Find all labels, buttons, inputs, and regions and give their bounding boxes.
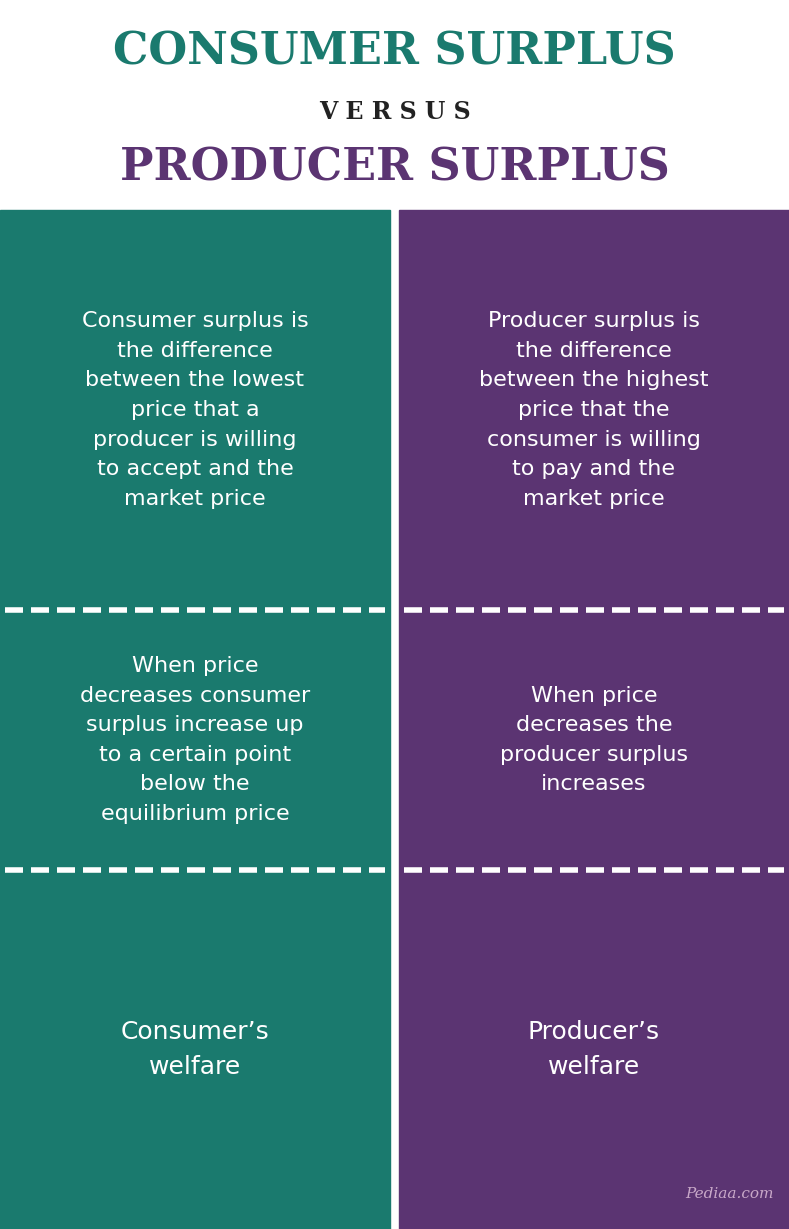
Bar <box>0 210 390 1229</box>
Text: When price
decreases the
producer surplus
increases: When price decreases the producer surplu… <box>500 686 688 794</box>
Text: Consumer’s
welfare: Consumer’s welfare <box>121 1020 269 1079</box>
Text: CONSUMER SURPLUS: CONSUMER SURPLUS <box>113 31 676 74</box>
Text: When price
decreases consumer
surplus increase up
to a certain point
below the
e: When price decreases consumer surplus in… <box>80 656 310 823</box>
Text: V E R S U S: V E R S U S <box>319 100 470 124</box>
Text: Producer surplus is
the difference
between the highest
price that the
consumer i: Producer surplus is the difference betwe… <box>479 311 709 509</box>
Text: PRODUCER SURPLUS: PRODUCER SURPLUS <box>120 146 669 189</box>
Text: Producer’s
welfare: Producer’s welfare <box>528 1020 660 1079</box>
Bar <box>399 210 789 1229</box>
Text: Pediaa.com: Pediaa.com <box>686 1187 774 1201</box>
Text: Consumer surplus is
the difference
between the lowest
price that a
producer is w: Consumer surplus is the difference betwe… <box>81 311 308 509</box>
